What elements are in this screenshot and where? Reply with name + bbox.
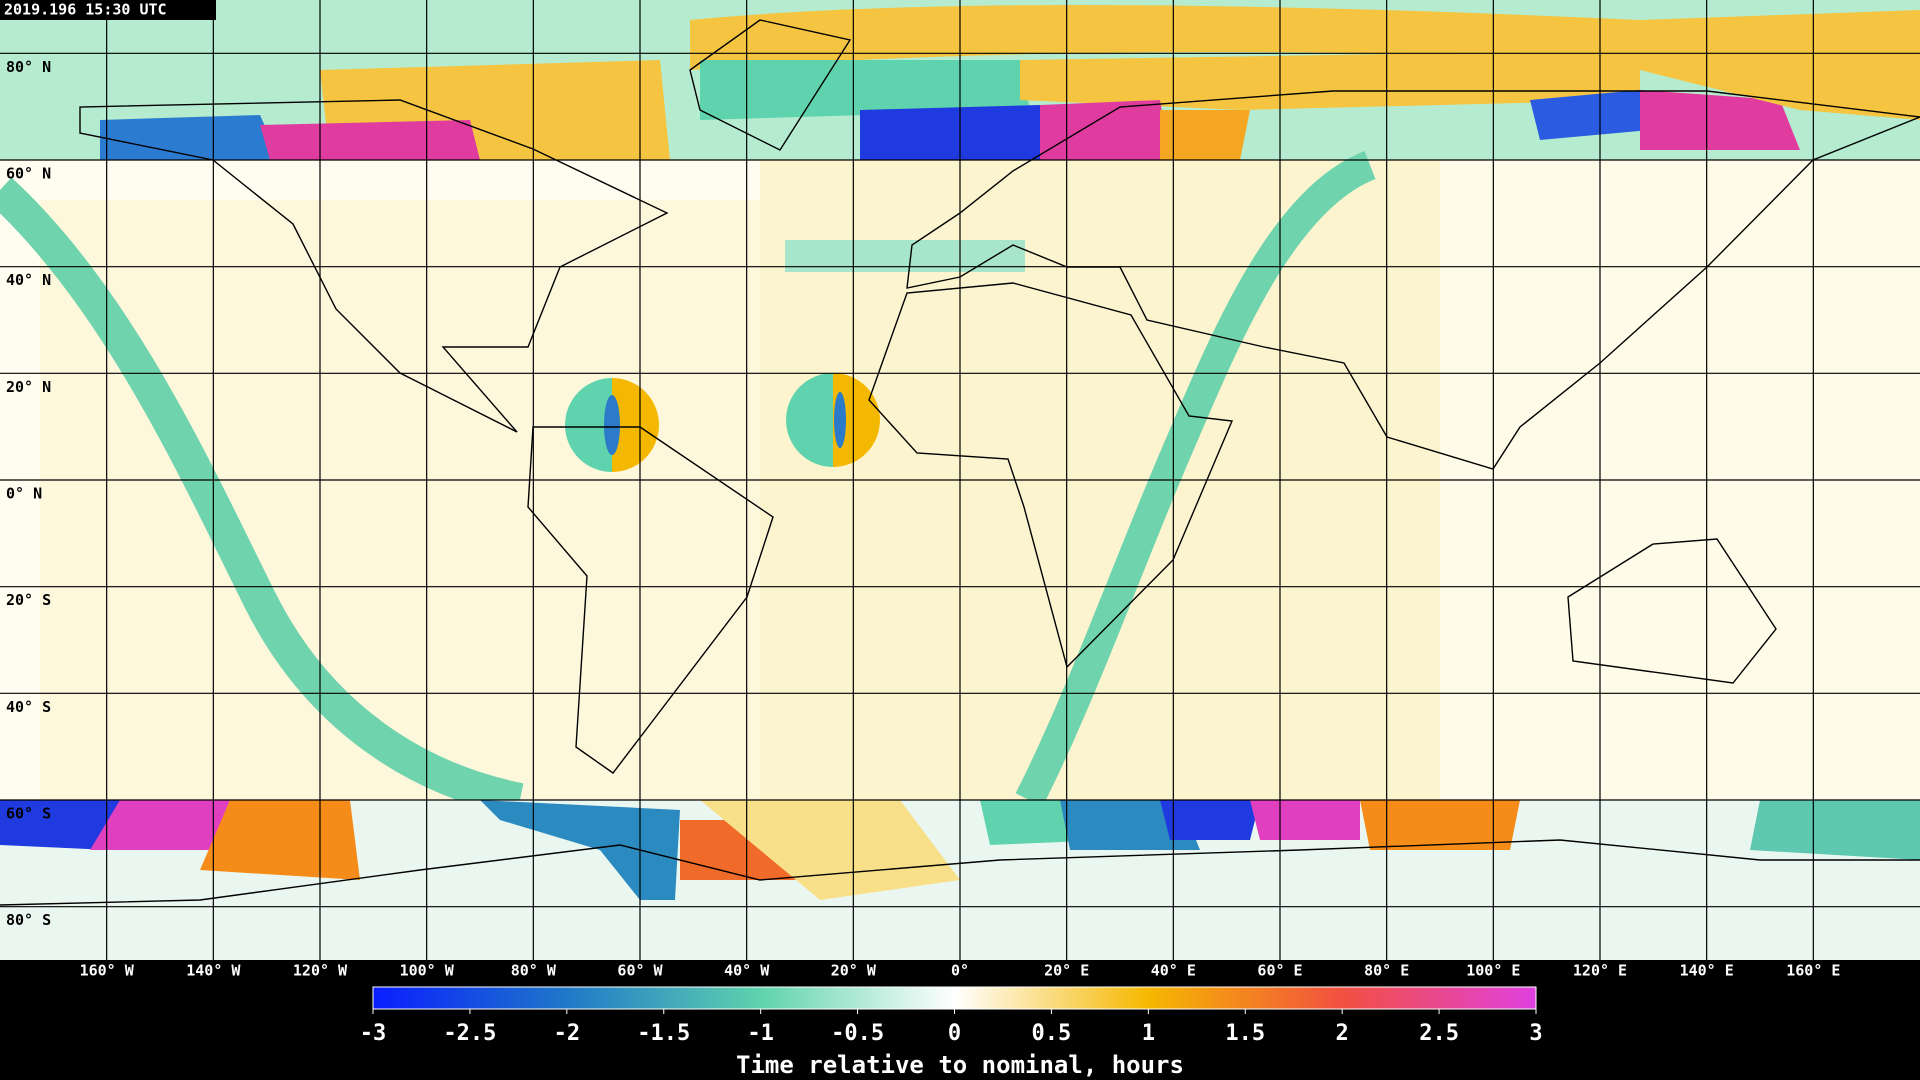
longitude-label: 140° W — [186, 962, 241, 980]
coastline — [689, 19, 852, 151]
coverage-region — [786, 373, 833, 467]
longitude-label: 160° W — [80, 962, 135, 980]
coverage-region — [90, 800, 230, 850]
coverage-region — [1040, 100, 1170, 160]
longitude-label: 40° W — [724, 962, 770, 980]
longitude-label: 80° E — [1364, 962, 1409, 980]
longitude-label: 100° E — [1466, 962, 1520, 980]
colorbar-tick-label: 1 — [1142, 1021, 1155, 1046]
coastline — [1567, 538, 1777, 684]
timestamp-box — [0, 0, 216, 20]
coverage-region — [1020, 50, 1640, 110]
coverage-region — [700, 800, 960, 900]
coverage-region — [1640, 10, 1920, 120]
colorbar-tick-label: 3 — [1529, 1021, 1542, 1046]
coverage-region — [0, 800, 120, 850]
colorbar-tick-label: 2.5 — [1419, 1021, 1459, 1046]
coverage-region — [1250, 800, 1360, 840]
coverage-region — [260, 120, 480, 160]
latitude-label: 60° S — [6, 805, 51, 823]
longitude-label: 120° E — [1573, 962, 1627, 980]
colorbar-tick-label: -1.5 — [637, 1021, 690, 1046]
coastline — [527, 426, 774, 774]
coverage-region — [1750, 800, 1920, 860]
coverage-region — [1160, 110, 1250, 160]
coverage-region — [700, 60, 1030, 120]
latitude-label: 80° S — [6, 911, 51, 929]
longitude-label: 100° W — [400, 962, 455, 980]
longitude-label: 60° E — [1257, 962, 1302, 980]
latitude-label: 0° N — [6, 485, 42, 503]
longitude-label: 20° W — [831, 962, 877, 980]
colorbar — [372, 986, 1537, 1010]
coverage-swath — [1015, 151, 1376, 807]
coverage-region — [565, 378, 612, 472]
coverage-swath — [0, 177, 524, 817]
colorbar-tick-label: -1 — [747, 1021, 774, 1046]
timestamp: 2019.196 15:30 UTC — [4, 1, 167, 19]
coverage-region — [833, 373, 880, 467]
colorbar-tick-label: -3 — [360, 1021, 387, 1046]
latitude-label: 80° N — [6, 58, 51, 76]
colorbar-tick-label: 0.5 — [1032, 1021, 1072, 1046]
colorbar-tick-label: -0.5 — [831, 1021, 884, 1046]
latitude-label: 40° S — [6, 698, 51, 716]
coverage-region — [834, 392, 846, 448]
coverage-region — [1640, 90, 1800, 150]
coverage-region — [480, 800, 680, 900]
latitude-label: 60° N — [6, 165, 51, 183]
colorbar-tick-label: -2.5 — [443, 1021, 496, 1046]
graticule — [0, 0, 1920, 960]
coverage-region — [612, 378, 659, 472]
coverage-region — [1360, 800, 1520, 850]
latitude-label: 20° S — [6, 591, 51, 609]
coverage-region — [100, 115, 280, 160]
longitude-label: 140° E — [1680, 962, 1734, 980]
longitude-label: 60° W — [617, 962, 663, 980]
colorbar-tick-label: -2 — [554, 1021, 581, 1046]
coverage-region — [1160, 800, 1260, 840]
coastline — [0, 839, 1920, 906]
coverage-region — [40, 200, 760, 800]
colorbar-title: Time relative to nominal, hours — [736, 1051, 1184, 1079]
colorbar-tick-label: 2 — [1336, 1021, 1349, 1046]
latitude-label: 40° N — [6, 271, 51, 289]
coverage-region — [604, 395, 620, 455]
longitude-label: 40° E — [1151, 962, 1196, 980]
colorbar-tick-label: 1.5 — [1225, 1021, 1265, 1046]
colorbar-tick-label: 0 — [948, 1021, 961, 1046]
coastline — [868, 282, 1234, 669]
longitude-label: 80° W — [511, 962, 557, 980]
longitude-label: 20° E — [1044, 962, 1089, 980]
latitude-label: 20° N — [6, 378, 51, 396]
longitude-label: 0° — [951, 962, 969, 980]
longitude-label: 160° E — [1786, 962, 1840, 980]
longitude-label: 120° W — [293, 962, 348, 980]
coverage-region — [1530, 90, 1650, 140]
coverage-region — [860, 105, 1040, 160]
